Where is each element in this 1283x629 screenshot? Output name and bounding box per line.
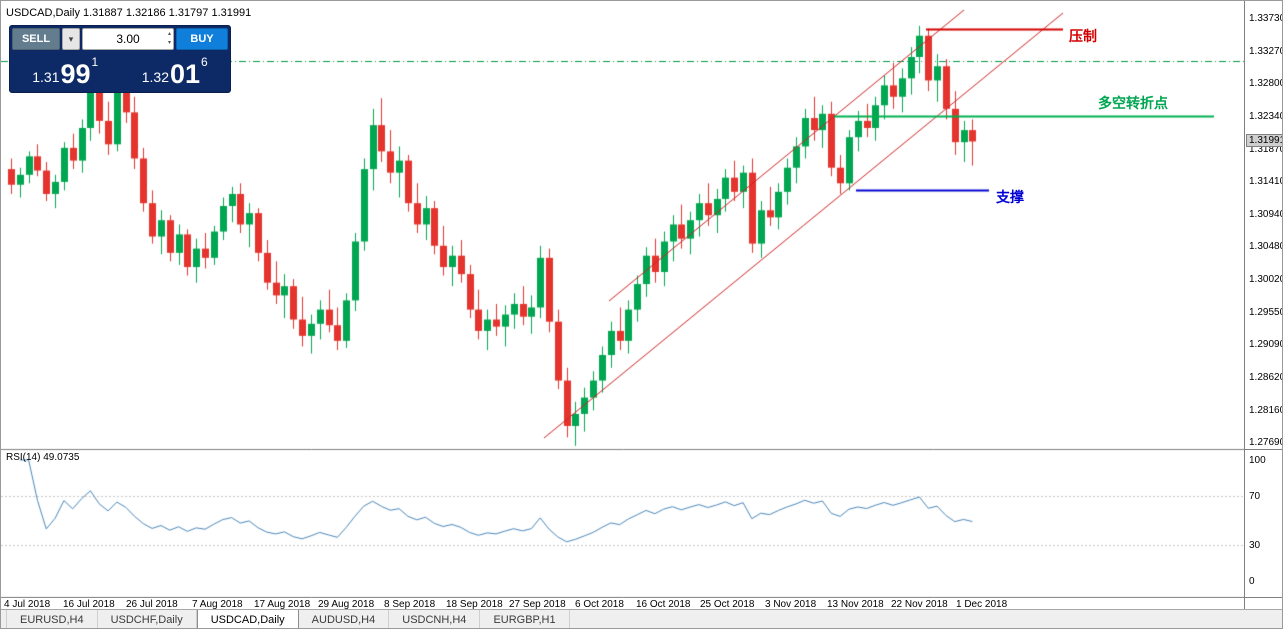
rsi-axis-label: 100 xyxy=(1249,455,1266,466)
time-axis-label: 1 Dec 2018 xyxy=(956,599,1008,610)
time-axis-label: 29 Aug 2018 xyxy=(318,599,375,610)
time-axis-label: 17 Aug 2018 xyxy=(254,599,311,610)
pane-separator[interactable] xyxy=(1245,597,1282,598)
spinner-up-icon[interactable]: ▴ xyxy=(167,31,171,37)
symbol-ohlc-readout: USDCAD,Daily 1.31887 1.32186 1.31797 1.3… xyxy=(6,7,252,19)
price-axis-label: 1.29550 xyxy=(1249,306,1283,318)
time-axis-label: 13 Nov 2018 xyxy=(827,599,884,610)
volume-stepper: ▴ ▾ xyxy=(168,30,171,48)
price-axis-label: 1.30020 xyxy=(1249,274,1283,286)
price-axis-label: 1.28160 xyxy=(1249,404,1283,416)
time-axis-label: 18 Sep 2018 xyxy=(446,599,503,610)
time-axis-label: 26 Jul 2018 xyxy=(126,599,178,610)
time-axis-label: 4 Jul 2018 xyxy=(4,599,51,610)
support-annotation-label: 支撑 xyxy=(996,189,1024,205)
price-axis-label: 1.32340 xyxy=(1249,110,1283,122)
bid-big-digits: 99 xyxy=(60,59,91,89)
chart-tab-usdchf-daily[interactable]: USDCHF,Daily xyxy=(98,610,197,628)
rsi-axis-label: 30 xyxy=(1249,539,1261,551)
price-axis-label: 1.30940 xyxy=(1249,208,1283,220)
volume-field-wrap: ▴ ▾ xyxy=(82,28,174,50)
time-axis-label: 8 Sep 2018 xyxy=(384,599,436,610)
price-axis-label: 1.32800 xyxy=(1249,78,1283,90)
rsi-indicator-label: RSI(14) 49.0735 xyxy=(6,452,80,463)
time-axis-label: 16 Jul 2018 xyxy=(63,599,115,610)
chart-tab-bar: EURUSD,H4 USDCHF,Daily USDCAD,Daily AUDUSD,… xyxy=(1,609,1282,628)
bid-pipette: 1 xyxy=(91,55,99,69)
candlestick-chart-canvas[interactable] xyxy=(1,1,1244,598)
time-axis-label: 6 Oct 2018 xyxy=(575,599,624,610)
buy-button[interactable]: BUY xyxy=(176,28,228,50)
sell-button[interactable]: SELL xyxy=(12,28,60,50)
bid-price[interactable]: 1.31 99 1 xyxy=(12,52,119,90)
price-axis-label: 1.33270 xyxy=(1249,45,1283,57)
order-options-dropdown[interactable]: ▾ xyxy=(62,28,80,50)
chart-tab-eurgbp-h1[interactable]: EURGBP,H1 xyxy=(480,610,570,628)
price-axis[interactable]: 1.31991 1.33730 1.33270 1.32800 1.32340 1.31… xyxy=(1244,1,1283,609)
price-axis-label: 1.33730 xyxy=(1249,13,1283,24)
time-axis-label: 16 Oct 2018 xyxy=(636,599,691,610)
chart-tab-usdcad-daily[interactable]: USDCAD,Daily xyxy=(196,610,299,628)
rsi-axis-label: 0 xyxy=(1249,576,1255,587)
price-axis-label: 1.28620 xyxy=(1249,372,1283,384)
ask-pipette: 6 xyxy=(201,55,208,69)
price-axis-label: 1.30480 xyxy=(1249,241,1283,253)
pane-separator[interactable] xyxy=(1245,449,1282,450)
volume-input[interactable] xyxy=(83,29,173,49)
time-axis[interactable]: 4 Jul 2018 16 Jul 2018 26 Jul 2018 7 Aug 20… xyxy=(1,598,1244,610)
price-axis-label: 1.29090 xyxy=(1249,339,1283,351)
pivot-annotation-label: 多空转折点 xyxy=(1098,95,1168,111)
chevron-down-icon: ▾ xyxy=(68,33,74,44)
one-click-trading-panel: SELL ▾ ▴ ▾ BUY 1.31 99 1 1.32 01 xyxy=(9,25,231,93)
time-axis-label: 25 Oct 2018 xyxy=(700,599,755,610)
current-price-tag: 1.31991 xyxy=(1246,134,1282,148)
rsi-axis-label: 70 xyxy=(1249,491,1261,503)
time-axis-label: 27 Sep 2018 xyxy=(509,599,566,610)
ask-prefix: 1.32 xyxy=(141,69,169,85)
price-axis-label: 1.31870 xyxy=(1249,143,1283,155)
price-axis-label: 1.31410 xyxy=(1249,176,1283,188)
time-axis-label: 7 Aug 2018 xyxy=(192,599,243,610)
bid-prefix: 1.31 xyxy=(32,69,60,85)
time-axis-label: 22 Nov 2018 xyxy=(891,599,948,610)
chart-tab-usdcnh-h4[interactable]: USDCNH,H4 xyxy=(389,610,481,628)
time-axis-label: 3 Nov 2018 xyxy=(765,599,817,610)
ask-price[interactable]: 1.32 01 6 xyxy=(122,52,229,90)
resistance-annotation-label: 压制 xyxy=(1069,28,1097,44)
chart-tab-eurusd-h4[interactable]: EURUSD,H4 xyxy=(6,610,98,628)
spinner-down-icon[interactable]: ▾ xyxy=(167,40,171,46)
ask-big-digits: 01 xyxy=(170,59,201,89)
chart-tab-audusd-h4[interactable]: AUDUSD,H4 xyxy=(299,610,390,628)
price-axis-label: 1.27690 xyxy=(1249,437,1283,449)
